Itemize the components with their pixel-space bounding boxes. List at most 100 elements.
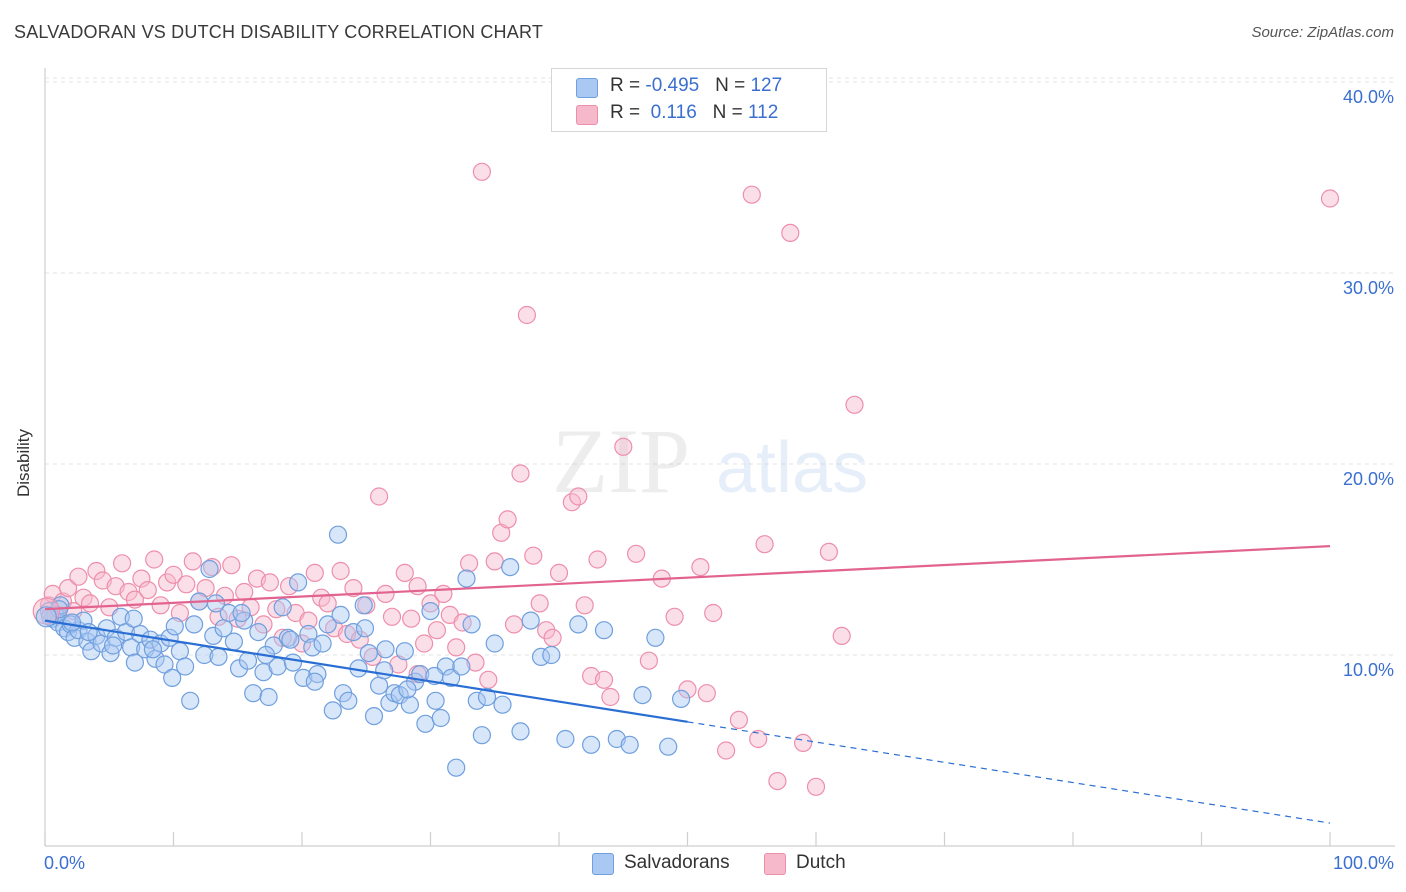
salvadorans-point [485,634,504,653]
salvadorans-point [355,619,375,638]
salvadorans-point [431,708,450,728]
dutch-point [164,565,183,584]
dutch-trend-line [44,545,1331,611]
salvadorans-point [569,615,588,634]
legend-swatch-dutch [764,853,786,875]
dutch-point [729,710,749,730]
x-tick-100: 100.0% [1332,853,1394,873]
dutch-point [203,557,222,577]
dutch-point [530,594,549,613]
dutch-point [183,552,202,571]
salvadorans-point [467,691,486,710]
dutch-point [472,162,491,181]
dutch-point [543,628,562,647]
salvadorans-point [303,638,322,657]
dutch-point [151,596,170,615]
dutch-point [781,223,800,242]
dutch-point [69,567,88,586]
salvadorans-point [646,628,665,647]
y-tick-10: 10.0% [1342,660,1394,680]
dutch-point [704,603,723,623]
dutch-point [768,771,787,791]
dutch-point [260,573,279,592]
dutch-point [716,741,736,760]
salvadorans-point [521,611,540,630]
salvadorans-point [244,684,263,703]
dutch-point [235,582,254,602]
salvadorans-point [620,735,639,754]
dutch-point [145,550,164,569]
salvadorans-point [462,615,481,634]
r-value: 0.116 [645,102,697,123]
dutch-point [614,437,633,456]
chart-title: SALVADORAN VS DUTCH DISABILITY CORRELATI… [14,22,544,42]
salvadorans-point [313,634,332,653]
salvadorans-point [376,640,395,659]
y-tick-30: 30.0% [1342,278,1394,298]
dutch-point [1320,189,1340,208]
dutch-point [806,777,826,796]
salvadorans-point [457,569,476,588]
salvadorans-point [398,680,417,699]
dutch-point [344,578,363,598]
salvadorans-point [501,557,520,577]
dutch-point [280,577,299,596]
dutch-point [537,621,556,640]
n-label: N = [712,102,749,123]
dutch-point [421,594,440,613]
salvadorans-point [421,601,440,621]
dutch-point [158,573,177,592]
salvadorans-point [581,735,601,754]
salvadorans-point [163,668,182,688]
dutch-point [466,653,485,672]
dutch-point [58,578,78,598]
salvadorans-point [155,655,174,674]
salvadorans-point [511,722,530,741]
dutch-point [755,535,774,554]
dutch-point [549,563,569,583]
salvadorans-point [200,559,219,579]
gridlines [45,77,1395,656]
salvadorans-point [318,615,337,634]
salvadorans-trend-extension [687,721,1331,824]
salvadorans-point [103,636,123,655]
dutch-point [691,557,710,577]
dutch-point [845,395,864,414]
salvadorans-point [294,668,313,688]
axes [44,68,1395,847]
x-tick-0: 0.0% [44,853,86,873]
salvadorans-point [278,628,297,647]
salvadorans-point [400,695,419,714]
salvadorans-point [259,687,278,707]
salvadorans-point [124,609,143,628]
dutch-point [479,670,498,689]
dutch-point [504,615,524,634]
r-label: R = [610,75,646,96]
salvadorans-point [323,701,342,720]
dutch-point [453,613,472,632]
dutch-point [331,561,350,581]
dutch-point [395,563,414,583]
dutch-point [498,510,517,529]
n-value: 127 [750,75,783,96]
r-value: -0.495 [645,75,700,96]
salvadorans-point [671,689,691,709]
dutch-point [832,626,851,646]
salvadorans-point [289,573,308,592]
dutch-point [485,552,504,571]
salvadorans-point [354,596,373,615]
source-label: Source: ZipAtlas.com [1251,24,1394,41]
salvadorans-point [78,632,97,651]
salvadorans-point [344,622,363,642]
dutch-point [742,185,761,204]
dutch-point [427,621,446,640]
dutch-point [305,563,324,583]
series-legend: Salvadorans Dutch [0,852,1406,878]
salvadorans-point [452,657,471,676]
n-value: 112 [748,102,779,123]
salvadorans-point [659,737,678,756]
dutch-point [588,550,607,569]
salvadorans-point [331,605,350,625]
salvadorans-point [232,603,251,623]
